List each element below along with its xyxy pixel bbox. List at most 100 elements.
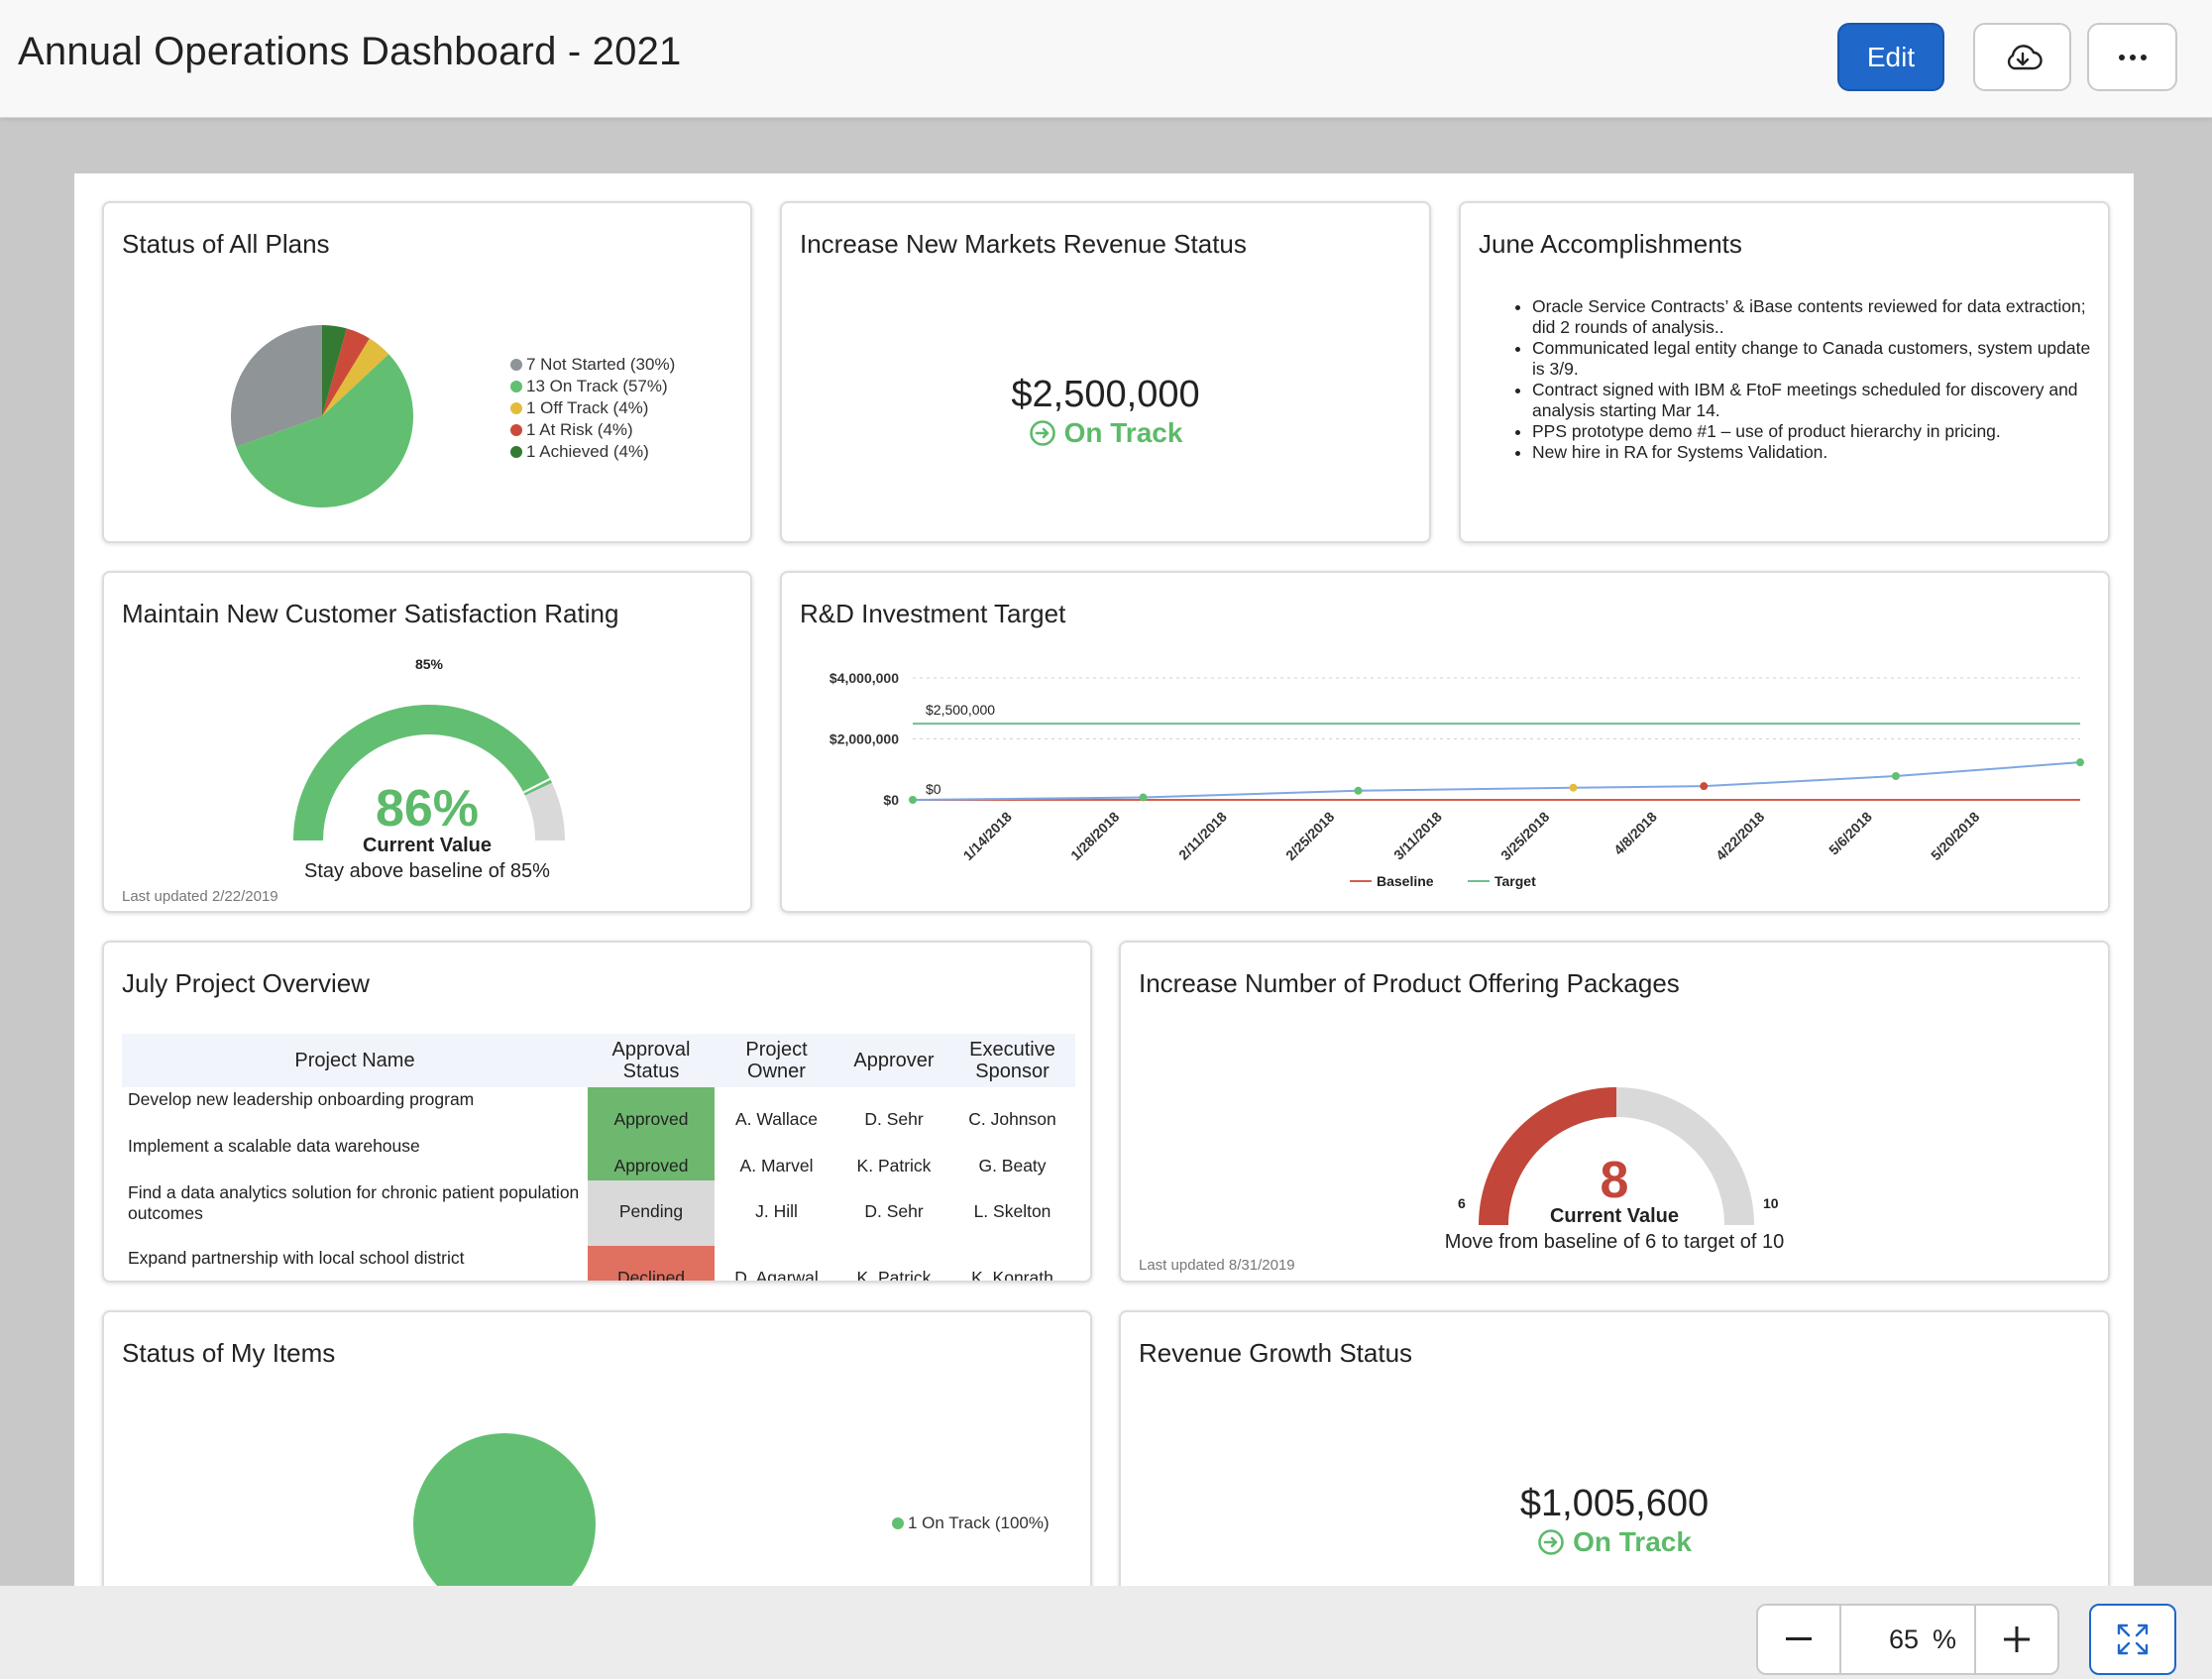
widget-rd-investment[interactable]: R&D Investment Target $4,000,000 $2,000,0… [780,571,2110,913]
zoom-control: % [1756,1604,2059,1675]
list-item: Oracle Service Contracts’ & iBase conten… [1532,296,2095,338]
table-row[interactable]: Find a data analytics solution for chron… [122,1180,1075,1246]
legend-item[interactable]: 1 Achieved (4%) [510,441,675,463]
legend-item[interactable]: 1 Off Track (4%) [510,397,675,419]
gauge-baseline-marker [522,777,551,794]
zoom-unit: % [1932,1623,1956,1654]
last-updated: Last updated 8/31/2019 [1139,1257,1295,1274]
x-tick-label: 5/20/2018 [1928,809,1983,864]
x-tick-label: 1/28/2018 [1067,809,1123,864]
zoom-in-button[interactable] [1976,1606,2057,1673]
minus-icon [1786,1637,1812,1640]
legend-label: 7 Not Started (30%) [526,355,676,374]
legend-item[interactable]: 1 At Risk (4%) [510,419,675,441]
data-point [1139,793,1148,802]
legend-item[interactable]: 13 On Track (57%) [510,376,675,397]
pie-slice [322,325,347,416]
gauge-value: 86% [375,780,480,838]
widget-product-offerings[interactable]: Increase Number of Product Offering Pack… [1119,941,2110,1283]
column-header[interactable]: Executive Sponsor [949,1034,1075,1087]
cloud-download-icon [2007,44,2043,69]
data-point [909,796,917,804]
legend-label: Baseline [1377,873,1434,889]
column-header[interactable]: Approval Status [588,1034,715,1087]
expand-arrows-icon [2117,1623,2149,1655]
table-header-row: Project Name Approval Status Project Own… [122,1034,1075,1087]
legend-swatch [510,359,522,371]
widget-revenue-growth[interactable]: Revenue Growth Status $1,005,600 On Trac… [1119,1310,2110,1586]
gauge-fill [1479,1087,1617,1226]
fit-to-screen-button[interactable] [2089,1604,2176,1675]
widget-june-accomplishments[interactable]: June Accomplishments Oracle Service Cont… [1459,201,2110,543]
project-owner: J. Hill [755,1200,798,1221]
legend-label: Target [1494,873,1536,889]
project-name: Implement a scalable data warehouse [128,1136,420,1156]
x-tick-label: 5/6/2018 [1825,809,1875,858]
column-header[interactable]: Approver [838,1034,949,1087]
pie-slice [413,1433,596,1586]
list-item: New hire in RA for Systems Validation. [1532,442,2095,463]
data-point [1700,782,1709,791]
x-tick-label: 1/14/2018 [960,809,1016,864]
gauge-max-label: 10 [1763,1195,1779,1211]
table-row[interactable]: Develop new leadership onboarding progra… [122,1087,1075,1134]
column-header[interactable]: Project Owner [715,1034,838,1087]
plus-icon [2004,1626,2030,1652]
data-point [1354,786,1363,795]
widget-title: Status of My Items [122,1338,336,1368]
table-row[interactable]: Expand partnership with local school dis… [122,1246,1075,1283]
more-options-button[interactable] [2087,23,2177,91]
ellipsis-icon [2118,54,2147,60]
gauge-description: Move from baseline of 6 to target of 10 [1444,1231,1785,1253]
kpi-status-text: On Track [1573,1526,1692,1557]
list-item: Contract signed with IBM & FtoF meetings… [1532,380,2095,421]
arrow-circle-icon [1538,1529,1564,1555]
widget-status-my-items[interactable]: Status of My Items 1 On Track (100%) [102,1310,1092,1586]
target-annotation: $2,500,000 [926,702,995,718]
header-bar: Annual Operations Dashboard - 2021 Edit [0,0,2212,118]
zoom-out-button[interactable] [1758,1606,1839,1673]
list-item: Communicated legal entity change to Cana… [1532,338,2095,380]
dashboard-canvas: Status of All Plans 7 Not Started (30%) 1… [74,173,2134,1586]
gauge-fill [293,705,552,841]
bottom-toolbar: % [0,1586,2212,1679]
approver: K. Patrick [856,1268,932,1283]
actual-series-line [912,761,2081,801]
widget-title: Status of All Plans [122,229,330,259]
executive-sponsor: L. Skelton [973,1200,1051,1221]
last-updated: Last updated 2/22/2019 [122,888,278,905]
column-header[interactable]: Project Name [122,1034,588,1087]
project-name: Develop new leadership onboarding progra… [128,1089,475,1109]
widget-customer-satisfaction[interactable]: Maintain New Customer Satisfaction Ratin… [102,571,752,913]
widget-title: Maintain New Customer Satisfaction Ratin… [122,599,619,628]
approval-status: Pending [588,1180,715,1246]
data-point [2076,758,2084,767]
legend-item[interactable]: 7 Not Started (30%) [510,354,675,376]
pie-slice [322,338,389,416]
widget-status-all-plans[interactable]: Status of All Plans 7 Not Started (30%) 1… [102,201,752,543]
legend-swatch [510,402,522,414]
edit-button[interactable]: Edit [1837,23,1944,91]
pie-slice [322,328,370,416]
widget-july-projects[interactable]: July Project Overview Project Name Appro… [102,941,1092,1283]
widget-title: July Project Overview [122,968,370,998]
my-items-pie-chart [413,1433,596,1586]
widget-title: Increase New Markets Revenue Status [800,229,1247,259]
executive-sponsor: K. Konrath [971,1268,1053,1283]
approval-status: Approved [588,1087,715,1134]
download-button[interactable] [1973,23,2071,91]
approver: D. Sehr [864,1200,924,1221]
table-row[interactable]: Implement a scalable data warehouse Appr… [122,1134,1075,1180]
zoom-input[interactable] [1858,1623,1919,1655]
gauge-caption: Current Value [362,835,493,856]
approver: K. Patrick [856,1156,932,1175]
widget-new-markets-revenue[interactable]: Increase New Markets Revenue Status $2,5… [780,201,1431,543]
gauge-value: 8 [1600,1152,1629,1209]
approval-status: Declined [588,1246,715,1281]
projects-table: Project Name Approval Status Project Own… [122,1034,1075,1283]
list-item: PPS prototype demo #1 – use of product h… [1532,421,2095,442]
legend-label: 1 At Risk (4%) [526,420,633,439]
gauge-min-label: 6 [1458,1195,1466,1211]
pie-slice [230,325,322,447]
legend-item[interactable]: 1 On Track (100%) [892,1512,1050,1534]
